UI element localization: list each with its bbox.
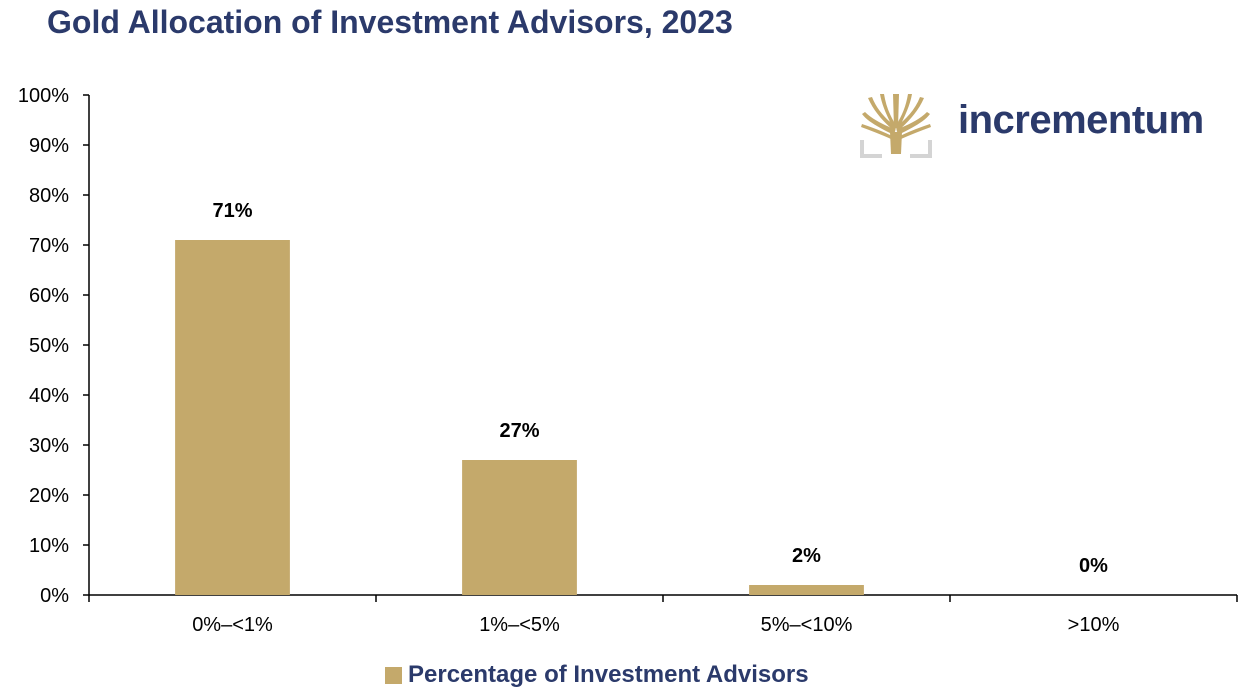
x-tick-label: 1%–<5% [479, 614, 560, 636]
y-tick-label: 90% [29, 135, 69, 157]
incrementum-logo: incrementum [860, 92, 1240, 162]
y-tick-label: 70% [29, 235, 69, 257]
data-label: 71% [212, 200, 252, 222]
y-tick-label: 80% [29, 185, 69, 207]
legend-swatch [385, 666, 402, 684]
y-tick-label: 20% [29, 485, 69, 507]
y-tick-label: 10% [29, 535, 69, 557]
y-tick-label: 30% [29, 435, 69, 457]
bars [175, 240, 864, 595]
y-tick-label: 100% [18, 85, 69, 107]
y-tick-label: 40% [29, 385, 69, 407]
y-tick-label: 50% [29, 335, 69, 357]
y-tick-label: 60% [29, 285, 69, 307]
chart-title: Gold Allocation of Investment Advisors, … [47, 4, 733, 40]
data-label: 0% [1079, 555, 1108, 577]
data-label: 2% [792, 545, 821, 567]
x-tick-label: >10% [1068, 614, 1120, 636]
data-label: 27% [499, 420, 539, 442]
data-labels: 71% 27% 2% 0% [212, 200, 1108, 577]
bar [749, 585, 864, 595]
bar [175, 240, 290, 595]
x-tick-label: 5%–<10% [761, 614, 853, 636]
legend-label: Percentage of Investment Advisors [408, 661, 809, 688]
y-tick-label: 0% [40, 585, 69, 607]
logo-text: incrementum [958, 98, 1204, 142]
tree-logo-icon [860, 94, 932, 158]
y-axis: 0% 10% 20% 30% 40% 50% 60% 70% 80% 90% 100% [18, 85, 90, 607]
bar [462, 460, 577, 595]
x-axis: 0%–<1% 1%–<5% 5%–<10% >10% [88, 594, 1238, 636]
legend: Percentage of Investment Advisors [385, 661, 809, 689]
x-tick-label: 0%–<1% [192, 614, 273, 636]
